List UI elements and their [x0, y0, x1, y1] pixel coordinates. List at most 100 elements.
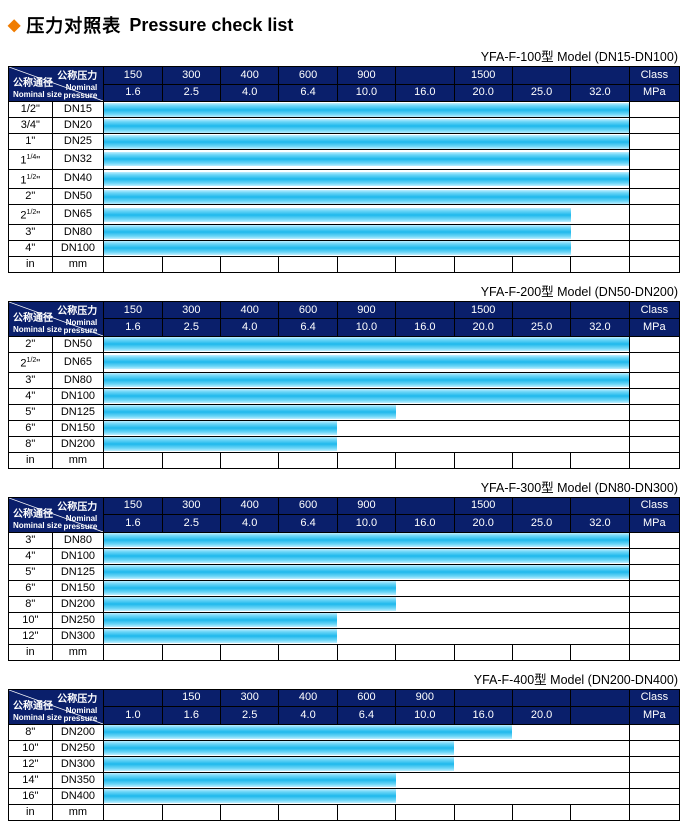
size-mm: DN150	[52, 580, 104, 596]
title-cn: 压力对照表	[26, 12, 121, 38]
footer-blank	[571, 644, 629, 660]
class-header-cell: 300	[162, 497, 220, 515]
footer-blank	[512, 452, 570, 468]
size-mm: DN125	[52, 564, 104, 580]
class-header-cell	[571, 301, 629, 319]
bar-cell	[104, 756, 629, 772]
mpa-header-cell: 6.4	[279, 84, 337, 102]
mpa-header-cell: 1.6	[104, 515, 162, 533]
unit-mpa-cell: MPa	[629, 707, 679, 725]
model-caption: YFA-F-200型 Model (DN50-DN200)	[8, 281, 678, 300]
mpa-header-cell: 2.5	[162, 319, 220, 337]
mpa-header-cell: 4.0	[279, 707, 337, 725]
mpa-header-cell: 2.5	[162, 515, 220, 533]
class-header-cell	[396, 497, 454, 515]
bar-cell	[104, 564, 629, 580]
footer-in: in	[9, 644, 53, 660]
table-row: 10"DN250	[9, 612, 680, 628]
pressure-bar	[104, 789, 396, 803]
header-pressure-label: 公称压力Nominalpressure	[57, 500, 97, 531]
table-row: 2"DN50	[9, 336, 680, 352]
class-header-cell	[454, 689, 512, 707]
pressure-bar	[104, 355, 628, 369]
table-row: 6"DN150	[9, 420, 680, 436]
footer-blank	[454, 256, 512, 272]
table-row: 6"DN150	[9, 580, 680, 596]
mpa-header-cell: 16.0	[396, 84, 454, 102]
mpa-header-cell: 20.0	[454, 515, 512, 533]
size-inches: 1/2"	[9, 102, 53, 118]
table-row: 11/2"DN40	[9, 169, 680, 189]
pressure-bar	[104, 757, 454, 771]
mpa-header-cell: 4.0	[221, 84, 279, 102]
footer-in: in	[9, 804, 53, 820]
size-mm: DN15	[52, 102, 104, 118]
model-caption: YFA-F-400型 Model (DN200-DN400)	[8, 669, 678, 688]
bar-cell	[104, 596, 629, 612]
size-inches: 3"	[9, 532, 53, 548]
row-unit-blank	[629, 169, 679, 189]
header-corner: 公称压力Nominalpressure公称通径Nominal size	[9, 497, 104, 532]
model-caption: YFA-F-100型 Model (DN15-DN100)	[8, 46, 678, 65]
footer-blank	[279, 256, 337, 272]
table-row: 12"DN300	[9, 756, 680, 772]
class-header-cell: 300	[162, 67, 220, 85]
size-mm: DN200	[52, 724, 104, 740]
class-header-cell: 900	[337, 497, 395, 515]
mpa-header-cell: 16.0	[454, 707, 512, 725]
footer-row: inmm	[9, 804, 680, 820]
footer-blank	[162, 644, 220, 660]
bar-cell	[104, 724, 629, 740]
mpa-header-cell: 10.0	[396, 707, 454, 725]
bar-cell	[104, 420, 629, 436]
diamond-icon: ◆	[8, 15, 20, 35]
table-row: 4"DN100	[9, 388, 680, 404]
bar-cell	[104, 436, 629, 452]
mpa-header-cell: 25.0	[512, 84, 570, 102]
footer-blank	[221, 644, 279, 660]
row-unit-blank	[629, 102, 679, 118]
size-inches: 5"	[9, 564, 53, 580]
row-unit-blank	[629, 150, 679, 170]
size-mm: DN250	[52, 740, 104, 756]
pressure-table: 公称压力Nominalpressure公称通径Nominal size15030…	[8, 497, 680, 661]
size-mm: DN100	[52, 240, 104, 256]
header-size-label: 公称通径Nominal size	[13, 76, 62, 99]
mpa-header-cell: 4.0	[221, 515, 279, 533]
pressure-bar	[104, 208, 571, 222]
footer-blank	[629, 804, 679, 820]
table-row: 16"DN400	[9, 788, 680, 804]
class-header-cell: 300	[162, 301, 220, 319]
pressure-table: 公称压力Nominalpressure公称通径Nominal size15030…	[8, 66, 680, 273]
class-header-cell	[571, 689, 629, 707]
size-mm: DN80	[52, 224, 104, 240]
bar-cell	[104, 118, 629, 134]
size-inches: 8"	[9, 596, 53, 612]
pressure-bar	[104, 597, 396, 611]
header-corner: 公称压力Nominalpressure公称通径Nominal size	[9, 67, 104, 102]
class-header-cell: 150	[104, 301, 162, 319]
table-row: 3"DN80	[9, 224, 680, 240]
bar-cell	[104, 612, 629, 628]
class-header-cell: 600	[337, 689, 395, 707]
size-inches: 21/2"	[9, 352, 53, 372]
pressure-bar	[104, 225, 571, 239]
footer-blank	[104, 644, 162, 660]
size-mm: DN80	[52, 372, 104, 388]
unit-class-cell: Class	[629, 689, 679, 707]
mpa-header-cell: 25.0	[512, 319, 570, 337]
mpa-header-cell: 25.0	[512, 515, 570, 533]
class-header-cell: 150	[162, 689, 220, 707]
footer-row: inmm	[9, 452, 680, 468]
unit-class-cell: Class	[629, 301, 679, 319]
mpa-header-cell: 10.0	[337, 319, 395, 337]
footer-blank	[629, 452, 679, 468]
class-header-cell: 400	[221, 497, 279, 515]
footer-blank	[162, 256, 220, 272]
footer-blank	[337, 452, 395, 468]
pressure-bar	[104, 337, 628, 351]
pressure-bar	[104, 565, 628, 579]
header-pressure-label: 公称压力Nominalpressure	[57, 304, 97, 335]
mpa-header-cell: 20.0	[512, 707, 570, 725]
unit-mpa-cell: MPa	[629, 84, 679, 102]
